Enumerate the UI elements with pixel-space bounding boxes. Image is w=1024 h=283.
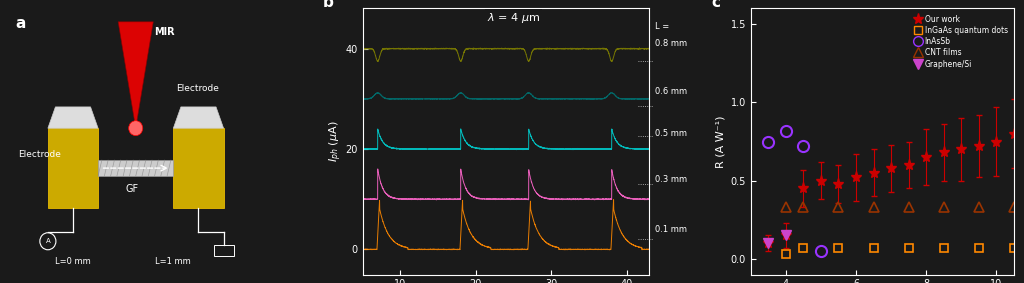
Polygon shape [48,128,98,208]
Polygon shape [118,22,154,128]
Legend: Our work, InGaAs quantum dots, InAsSb, CNT films, Graphene/Si: Our work, InGaAs quantum dots, InAsSb, C… [912,12,1010,71]
Text: L=1 mm: L=1 mm [156,257,191,266]
Text: $\lambda$ = 4 $\mu$m: $\lambda$ = 4 $\mu$m [487,11,540,25]
Text: 0.1 mm: 0.1 mm [655,225,687,234]
Text: 0.6 mm: 0.6 mm [655,87,687,96]
Polygon shape [173,107,223,128]
Polygon shape [173,128,223,208]
Circle shape [129,121,142,136]
Text: L =: L = [655,22,670,31]
Text: A: A [45,238,50,244]
Text: Electrode: Electrode [176,84,219,93]
Y-axis label: $I_{ph}$ ($\mu$A): $I_{ph}$ ($\mu$A) [328,121,344,162]
Y-axis label: R (A W⁻¹): R (A W⁻¹) [715,115,725,168]
Text: a: a [15,16,26,31]
Text: 0.5 mm: 0.5 mm [655,129,687,138]
Text: b: b [323,0,334,10]
Text: MIR: MIR [155,27,175,37]
Polygon shape [48,107,98,128]
Text: 0.8 mm: 0.8 mm [655,39,687,48]
Text: c: c [712,0,721,10]
Text: 0.3 mm: 0.3 mm [655,175,687,184]
Polygon shape [98,160,173,176]
Text: GF: GF [126,185,139,194]
Text: L=0 mm: L=0 mm [55,257,91,266]
Text: Electrode: Electrode [17,150,60,159]
